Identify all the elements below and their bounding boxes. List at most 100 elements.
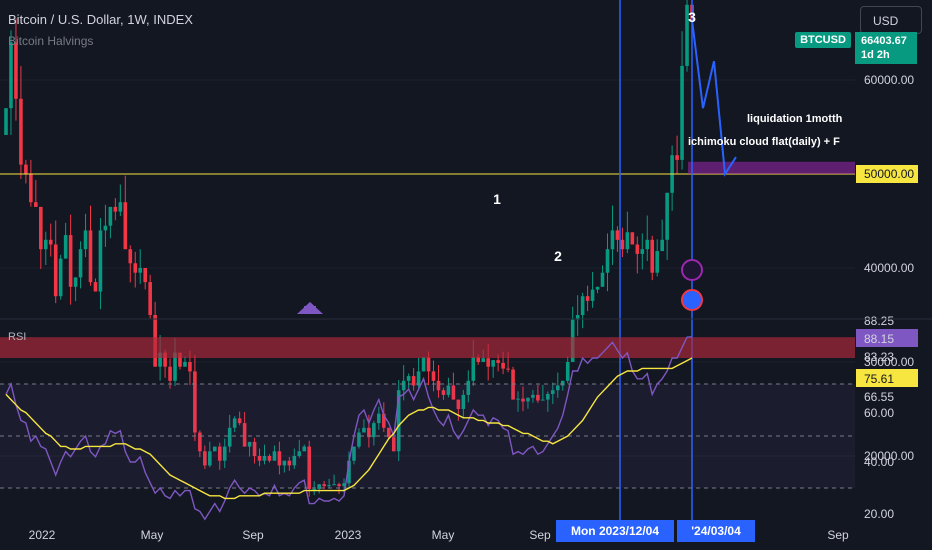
candle-body bbox=[496, 360, 500, 363]
rsi-label-highlight bbox=[856, 369, 918, 387]
candle-body bbox=[103, 225, 108, 231]
candle-body bbox=[391, 437, 396, 452]
candle-body bbox=[302, 446, 307, 452]
liquidation-zone bbox=[688, 161, 855, 174]
rsi-tick-label: 88.15 bbox=[864, 332, 894, 346]
candle-body bbox=[332, 484, 336, 486]
candle-body bbox=[585, 296, 590, 301]
candle-body bbox=[83, 230, 88, 250]
rsi-tick-label: 75.61 bbox=[864, 372, 894, 386]
candle-body bbox=[367, 427, 371, 438]
candle-body bbox=[565, 362, 570, 381]
time-tick-label: 2023 bbox=[335, 528, 362, 542]
candle-body bbox=[531, 394, 535, 398]
candle-body bbox=[113, 206, 118, 212]
time-tick-label: Sep bbox=[242, 528, 264, 542]
price-tick-label: 30000.00 bbox=[864, 355, 914, 369]
candle-body bbox=[29, 174, 33, 203]
currency-selector[interactable]: USD bbox=[860, 6, 922, 34]
candle-body bbox=[645, 239, 650, 250]
last-price: 66403.67 bbox=[861, 35, 907, 47]
candle-body bbox=[416, 371, 421, 386]
candle-body bbox=[58, 258, 63, 297]
candle-body bbox=[34, 202, 38, 207]
price-tick-label: 40000.00 bbox=[864, 261, 914, 275]
candle-body bbox=[431, 371, 436, 381]
crosshair-date-1: Mon 2023/12/04 bbox=[556, 520, 674, 542]
candle-body bbox=[183, 362, 187, 367]
candle-body bbox=[471, 357, 476, 381]
candle-body bbox=[63, 235, 68, 259]
rsi-overbought-band bbox=[0, 337, 855, 358]
candle-body bbox=[421, 357, 426, 372]
candle-body bbox=[620, 239, 625, 250]
candle-body bbox=[297, 451, 302, 456]
annotation-2: 2 bbox=[554, 248, 562, 264]
candle-body bbox=[466, 380, 471, 395]
candle-body bbox=[362, 427, 366, 433]
rsi-tick-label: 20.00 bbox=[864, 507, 894, 521]
candle-body bbox=[43, 239, 48, 250]
us-flag-icon[interactable] bbox=[681, 289, 703, 311]
candle-body bbox=[98, 230, 103, 292]
annotation-1: 1 bbox=[493, 191, 501, 207]
candle-body bbox=[575, 315, 580, 320]
candle-body bbox=[441, 390, 446, 395]
candle-body bbox=[93, 282, 98, 292]
rsi-tick-label: 88.25 bbox=[864, 314, 894, 328]
candle-body bbox=[640, 249, 645, 254]
candle-body bbox=[491, 360, 495, 367]
candle-body bbox=[212, 446, 217, 452]
candle-body bbox=[68, 235, 73, 287]
annotation-3: 3 bbox=[688, 9, 696, 25]
candle-body bbox=[133, 263, 138, 273]
candle-body bbox=[521, 398, 525, 402]
bar-countdown: 1d 2h bbox=[861, 49, 890, 61]
candle-body bbox=[446, 385, 451, 395]
candle-body bbox=[590, 289, 595, 301]
candle-body bbox=[277, 451, 282, 466]
candle-body bbox=[198, 432, 202, 452]
candle-body bbox=[386, 427, 391, 438]
candle-body bbox=[337, 484, 341, 487]
candle-body bbox=[630, 232, 635, 245]
price-axis-bg bbox=[855, 0, 932, 520]
candle-body bbox=[600, 272, 605, 287]
time-tick-label: Sep bbox=[827, 528, 849, 542]
indicator-label: Bitcoin Halvings bbox=[8, 34, 94, 48]
candle-body bbox=[396, 390, 401, 452]
lightning-icon[interactable] bbox=[681, 259, 703, 281]
candle-body bbox=[217, 446, 222, 461]
candle-body bbox=[357, 432, 361, 447]
candle-body bbox=[551, 390, 555, 394]
candle-body bbox=[108, 206, 113, 226]
annotation-4: liquidation 1motth bbox=[747, 113, 843, 125]
candle-body bbox=[476, 357, 481, 362]
time-tick-label: May bbox=[141, 528, 164, 542]
candle-body bbox=[486, 358, 490, 367]
candle-body bbox=[546, 393, 550, 400]
candle-body bbox=[4, 108, 8, 135]
candle-body bbox=[426, 357, 431, 372]
candle-body bbox=[123, 202, 128, 250]
candle-body bbox=[555, 385, 560, 391]
candle-body bbox=[655, 251, 660, 273]
candle-body bbox=[461, 394, 466, 409]
candle-body bbox=[168, 366, 172, 381]
candle-body bbox=[188, 362, 192, 372]
candle-body bbox=[138, 268, 143, 273]
candle-body bbox=[307, 446, 312, 489]
price-label-highlight bbox=[856, 165, 918, 183]
candle-body bbox=[536, 394, 540, 401]
projection-path bbox=[691, 19, 737, 177]
candle-body bbox=[143, 268, 147, 283]
candle-body bbox=[377, 413, 381, 424]
candle-body bbox=[287, 460, 292, 466]
candle-body bbox=[38, 206, 43, 250]
candle-body bbox=[665, 192, 669, 240]
candle-body bbox=[372, 423, 376, 438]
time-tick-label: Sep bbox=[529, 528, 551, 542]
candle-body bbox=[24, 164, 28, 174]
candle-body bbox=[381, 413, 386, 428]
